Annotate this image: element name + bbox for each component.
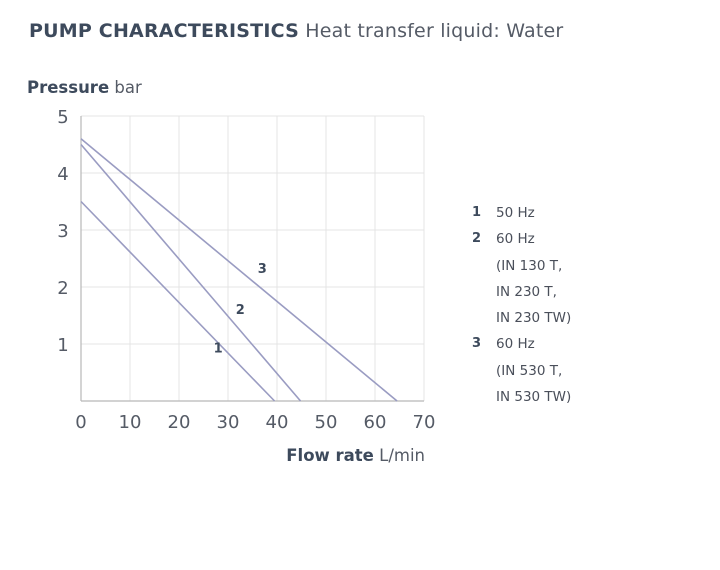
- legend-line: 50 Hz: [496, 205, 535, 221]
- series-line-1: [80, 200, 276, 402]
- legend-text: 60 Hz (IN 530 T, IN 530 TW): [496, 331, 571, 410]
- series-line-3: [80, 138, 398, 402]
- legend: 1 50 Hz 2 60 Hz (IN 130 T, IN 230 T, IN 230 TW…: [472, 200, 571, 410]
- series-label-3: 3: [258, 262, 267, 277]
- x-axis-label: Flow rate L/min: [286, 446, 425, 465]
- legend-line: 60 Hz: [496, 336, 535, 353]
- x-axis-label-bold: Flow rate: [286, 446, 374, 465]
- legend-text: 60 Hz (IN 130 T, IN 230 T, IN 230 TW): [496, 226, 571, 331]
- x-tick-label: 10: [119, 412, 142, 433]
- legend-item-3: 3 60 Hz (IN 530 T, IN 530 TW): [472, 331, 571, 410]
- legend-number: 1: [472, 205, 482, 220]
- legend-line: (IN 130 T,: [496, 257, 563, 274]
- x-tick-label: 30: [217, 412, 240, 433]
- y-tick-label: 4: [57, 164, 68, 185]
- y-tick-label: 1: [57, 335, 68, 356]
- series-label-2: 2: [236, 303, 245, 318]
- y-tick-label: 2: [57, 278, 68, 299]
- x-tick-label: 40: [266, 412, 289, 433]
- x-tick-label: 50: [315, 412, 338, 433]
- title-bold: PUMP CHARACTERISTICS: [29, 20, 299, 42]
- x-tick-label: 60: [364, 412, 387, 433]
- legend-line: IN 230 T,: [496, 283, 557, 300]
- x-axis-label-unit: L/min: [374, 446, 425, 465]
- y-tick-label: 5: [57, 107, 68, 128]
- y-tick-label: 3: [57, 221, 68, 242]
- legend-item-2: 2 60 Hz (IN 130 T, IN 230 T, IN 230 TW): [472, 226, 571, 331]
- legend-line: (IN 530 T,: [496, 362, 563, 379]
- legend-number: 3: [472, 336, 482, 352]
- legend-line: IN 230 TW): [496, 310, 572, 327]
- legend-line: 60 Hz: [496, 231, 535, 248]
- series-label-1: 1: [214, 342, 223, 357]
- y-axis-label-bold: Pressure: [27, 78, 109, 97]
- x-tick-label: 20: [168, 412, 191, 433]
- x-tick-label: 0: [75, 412, 86, 433]
- legend-text: 50 Hz: [496, 200, 535, 226]
- title-subtitle: Heat transfer liquid: Water: [305, 20, 564, 42]
- chart-title: PUMP CHARACTERISTICS Heat transfer liqui…: [29, 20, 563, 42]
- legend-item-1: 1 50 Hz: [472, 200, 571, 226]
- legend-number: 2: [472, 231, 482, 247]
- legend-line: IN 530 TW): [496, 389, 572, 406]
- y-axis-label: Pressure bar: [27, 78, 142, 97]
- x-tick-label: 70: [413, 412, 436, 433]
- y-axis-label-unit: bar: [109, 78, 142, 97]
- series-line-2: [80, 143, 302, 402]
